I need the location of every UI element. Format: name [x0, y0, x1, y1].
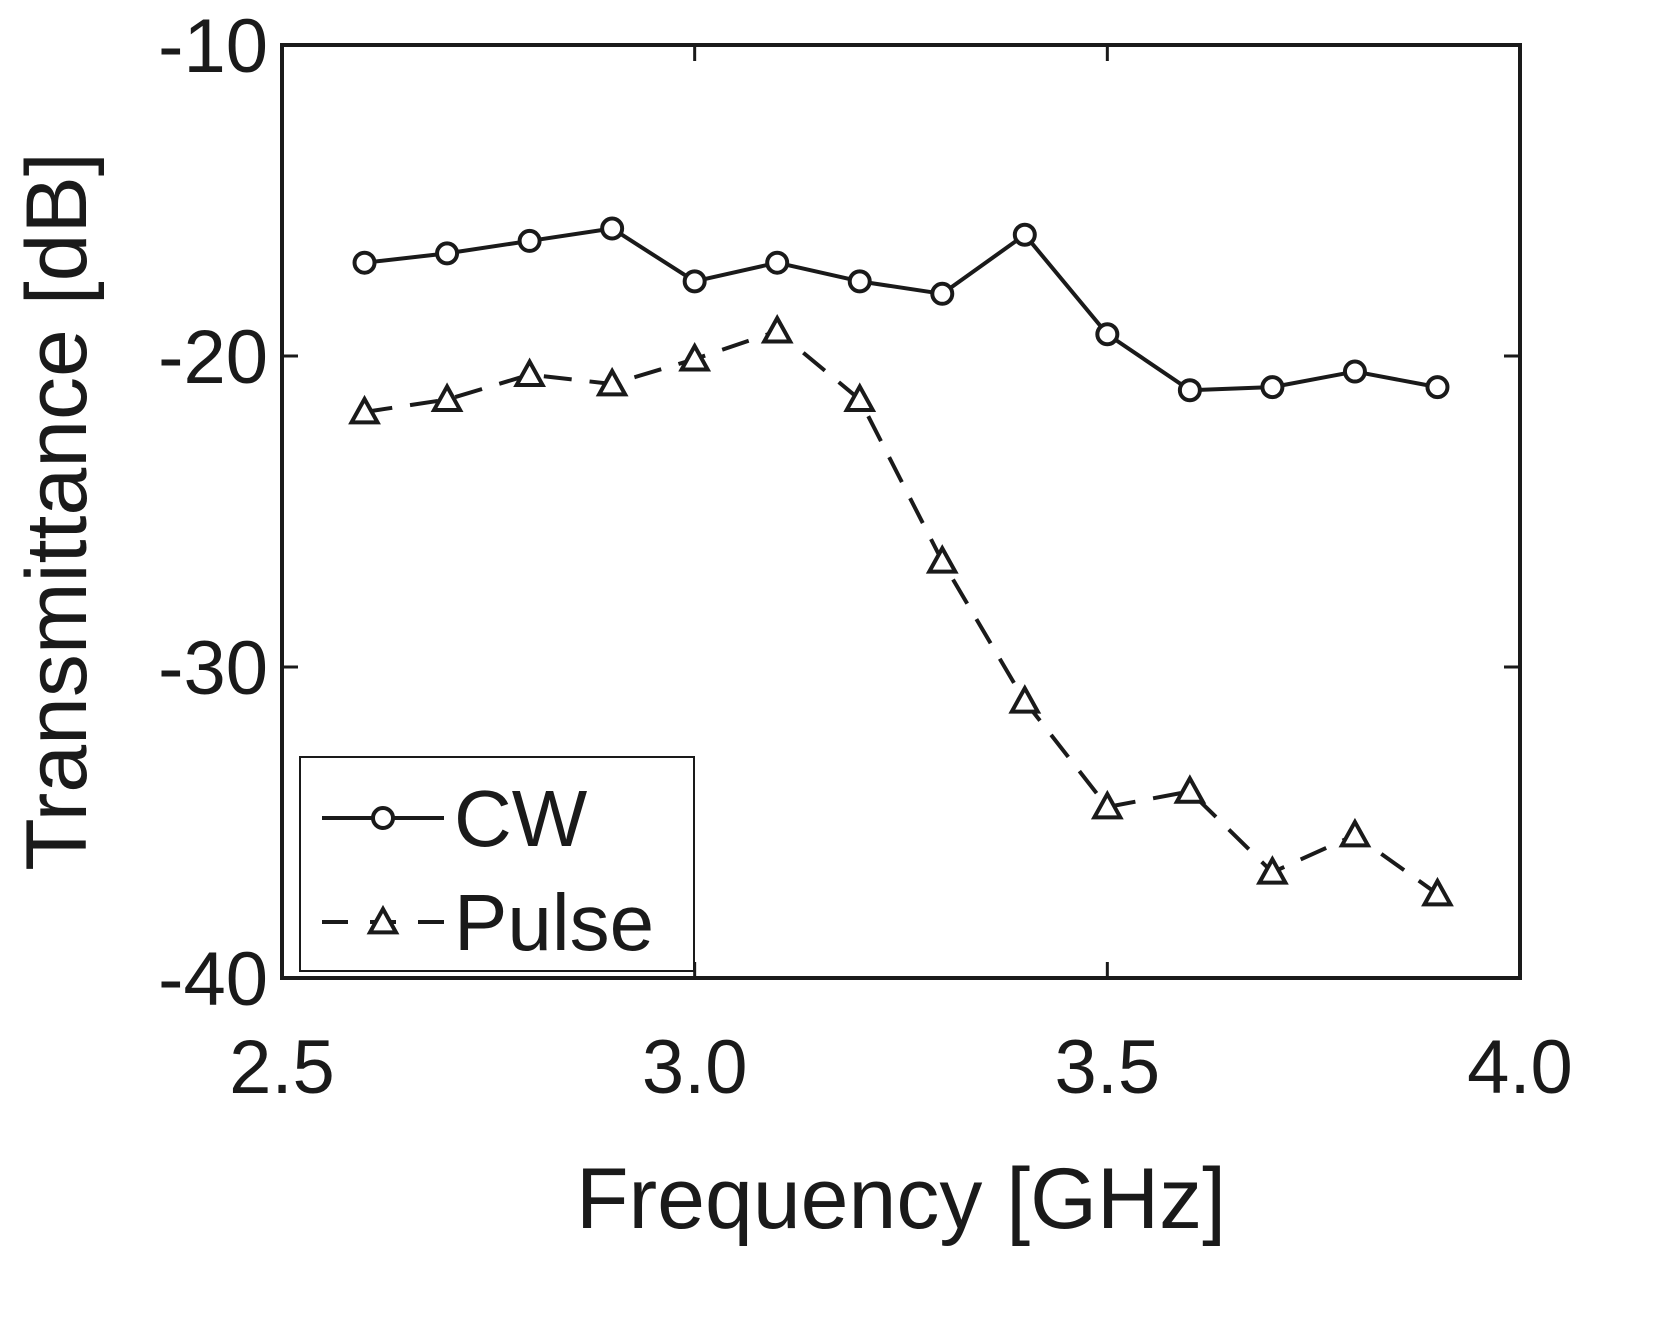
data-point-pulse [1421, 876, 1454, 907]
data-point-cw [1425, 375, 1450, 400]
x-tick-label: 3.0 [642, 1025, 748, 1110]
data-point-pulse [1338, 817, 1372, 848]
y-tick-label: -10 [158, 4, 268, 89]
data-point-cw [1095, 322, 1120, 347]
legend-items: CW Pulse [322, 774, 654, 967]
data-point-cw [1177, 378, 1202, 403]
y-axis-label: Transmittance [dB] [9, 152, 105, 871]
x-tick-label: 3.5 [1055, 1025, 1161, 1110]
series-cw [352, 216, 1450, 403]
legend: CW Pulse [299, 756, 695, 972]
data-point-pulse [1173, 774, 1207, 804]
data-point-pulse [1256, 855, 1289, 885]
data-point-cw [847, 269, 872, 294]
data-point-pulse [513, 357, 546, 388]
series-line-cw [364, 226, 1438, 393]
data-point-cw [435, 241, 460, 266]
legend-label-cw: CW [454, 774, 588, 863]
y-tick-label: -20 [158, 315, 268, 400]
legend-item-cw: CW [322, 774, 588, 863]
data-point-pulse [843, 382, 877, 412]
data-point-cw [1012, 222, 1037, 247]
legend-item-pulse: Pulse [322, 878, 654, 967]
data-point-cw [517, 228, 542, 253]
series-line-pulse [364, 329, 1439, 896]
data-point-cw [765, 250, 790, 275]
tick-layer: 2.5 3.0 3.5 4.0 -40 -30 -20 -10 [158, 4, 1573, 1110]
data-point-pulse [430, 382, 464, 412]
data-point-cw [930, 281, 955, 306]
legend-marker-pulse [366, 904, 400, 935]
legend-box [299, 756, 695, 972]
data-point-pulse [1090, 789, 1124, 820]
data-point-cw [600, 216, 625, 241]
series-pulse [348, 314, 1454, 907]
legend-marker-cw [371, 806, 395, 830]
data-point-cw [1260, 375, 1285, 400]
data-point-cw [682, 269, 707, 294]
data-point-pulse [348, 394, 381, 425]
data-point-pulse [678, 341, 712, 372]
legend-label-pulse: Pulse [454, 878, 654, 967]
x-tick-label: 4.0 [1467, 1025, 1573, 1110]
x-axis-label: Frequency [GHz] [576, 1151, 1226, 1247]
y-tick-label: -30 [158, 626, 268, 711]
x-tick-label: 2.5 [229, 1025, 335, 1110]
data-point-pulse [1008, 684, 1042, 714]
series-layer [348, 216, 1454, 907]
data-point-pulse [760, 314, 794, 344]
data-point-cw [352, 250, 377, 275]
data-point-cw [1342, 359, 1367, 384]
data-point-pulse [595, 366, 629, 397]
plot-area-frame [280, 43, 1522, 980]
y-tick-label: -40 [158, 937, 268, 1022]
data-point-pulse [925, 544, 959, 574]
